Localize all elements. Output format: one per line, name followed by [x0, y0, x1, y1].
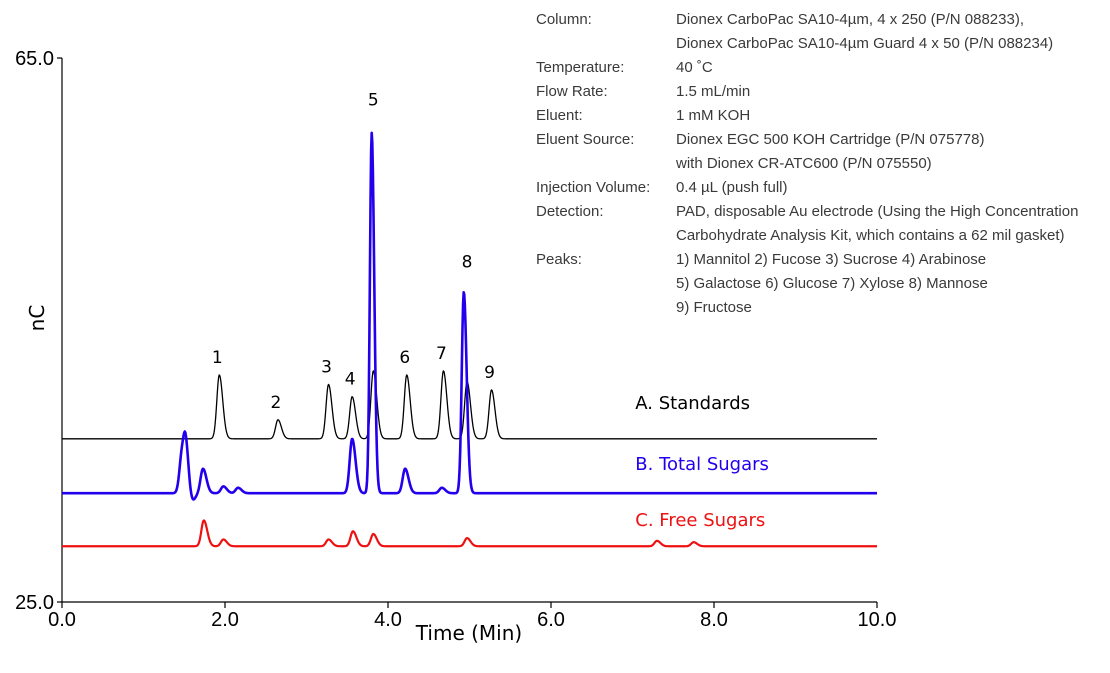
peak-point	[277, 419, 278, 420]
peak-label: 4	[345, 370, 356, 390]
peak-point	[373, 370, 374, 371]
peak-point	[406, 374, 407, 375]
tick-marks	[57, 57, 878, 608]
peak-point	[373, 533, 374, 534]
peak-point	[237, 487, 238, 488]
y-tick-label: 65.0	[15, 48, 54, 70]
peak-point	[328, 539, 329, 540]
peak-point	[181, 457, 182, 458]
peak-point	[223, 539, 224, 540]
x-tick-label: 0.0	[48, 609, 76, 631]
condition-value: 1) Mannitol 2) Fucose 3) Sucrose 4) Arab…	[676, 251, 986, 268]
axes	[61, 58, 877, 603]
peak-point	[185, 450, 186, 451]
x-tick-label: 2.0	[211, 609, 239, 631]
peak-point	[219, 374, 220, 375]
peak-label: 7	[436, 344, 447, 364]
condition-label: Injection Volume:	[536, 179, 650, 196]
series-label: B. Total Sugars	[635, 454, 769, 475]
y-tick-label: 25.0	[15, 592, 54, 614]
peak-label: 2	[271, 393, 282, 413]
peak-point	[328, 384, 329, 385]
tick-labels: 0.0 2.0 4.0 6.0 8.0 10.0 25.0 65.0	[15, 48, 896, 631]
peak-label: 6	[399, 348, 410, 368]
traces	[61, 131, 878, 548]
condition-value: 0.4 µL (push full)	[676, 179, 787, 196]
x-tick-label: 10.0	[858, 609, 897, 631]
condition-value: Dionex CarboPac SA10-4µm Guard 4 x 50 (P…	[676, 35, 1053, 52]
conditions-panel: Column: Dionex CarboPac SA10-4µm, 4 x 250…	[536, 11, 1078, 316]
peak-point	[466, 537, 467, 538]
condition-value: 1 mM KOH	[676, 107, 750, 124]
x-tick-label: 4.0	[374, 609, 402, 631]
peak-point	[656, 540, 657, 541]
peak-point	[202, 468, 203, 469]
condition-value: PAD, disposable Au electrode (Using the …	[676, 203, 1078, 220]
condition-label: Peaks:	[536, 251, 582, 268]
peak-point	[441, 487, 442, 488]
series-line	[61, 370, 878, 440]
condition-label: Detection:	[536, 203, 604, 220]
x-tick-label: 8.0	[700, 609, 728, 631]
peak-point	[371, 132, 372, 133]
peak-point	[463, 291, 464, 292]
peak-point	[223, 486, 224, 487]
peak-point	[203, 520, 204, 521]
peak-labels: 1 2 34 5 6 7 8 9	[212, 91, 495, 413]
peak-point	[443, 370, 444, 371]
peak-label: 3	[321, 357, 332, 377]
condition-value: 9) Fructose	[676, 299, 752, 316]
series-label: C. Free Sugars	[635, 510, 765, 531]
condition-value: with Dionex CR-ATC600 (P/N 075550)	[675, 155, 932, 172]
condition-value: Carbohydrate Analysis Kit, which contain…	[676, 227, 1065, 244]
condition-label: Column:	[536, 11, 592, 28]
condition-value: Dionex EGC 500 KOH Cartridge (P/N 075778…	[676, 131, 984, 148]
peak-point	[491, 389, 492, 390]
peak-label: 9	[484, 363, 495, 383]
x-axis-title: Time (Min)	[415, 621, 522, 645]
series-line	[61, 131, 878, 501]
condition-label: Temperature:	[536, 59, 624, 76]
peak-label: 1	[212, 348, 223, 368]
condition-value: 5) Galactose 6) Glucose 7) Xylose 8) Man…	[676, 275, 988, 292]
series-line	[61, 519, 878, 548]
condition-value: 40 ˚C	[676, 59, 713, 76]
peak-point	[352, 438, 353, 439]
series-label: A. Standards	[635, 393, 750, 414]
peak-point	[352, 396, 353, 397]
peak-label: 5	[368, 91, 379, 111]
condition-label: Eluent:	[536, 107, 583, 124]
x-tick-label: 6.0	[537, 609, 565, 631]
condition-label: Flow Rate:	[536, 83, 608, 100]
peak-point	[693, 542, 694, 543]
peak-point	[190, 506, 191, 507]
peak-label: 8	[462, 252, 473, 272]
condition-value: Dionex CarboPac SA10-4µm, 4 x 250 (P/N 0…	[676, 11, 1024, 28]
peak-point	[405, 468, 406, 469]
peak-point	[352, 531, 353, 532]
condition-value: 1.5 mL/min	[676, 83, 750, 100]
condition-label: Eluent Source:	[536, 131, 634, 148]
y-axis-title: nC	[25, 305, 49, 332]
trace-labels: A. Standards B. Total Sugars C. Free Sugar…	[635, 393, 769, 531]
